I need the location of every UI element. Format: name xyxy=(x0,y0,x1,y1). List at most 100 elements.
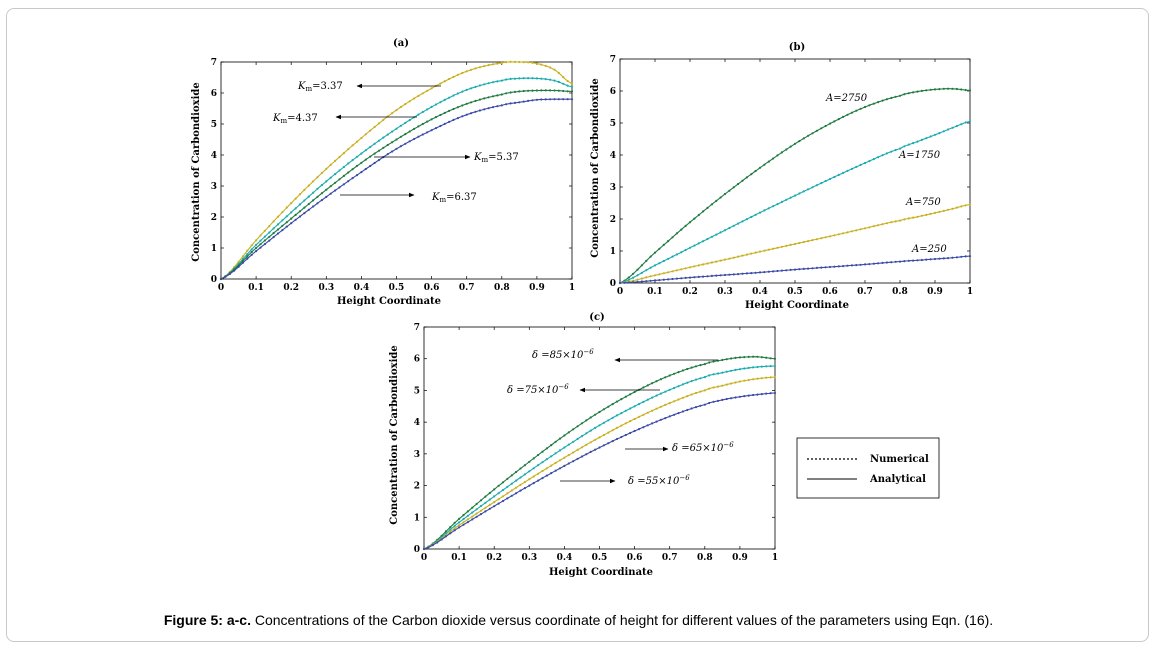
data-point xyxy=(765,392,768,395)
data-point xyxy=(898,260,902,263)
data-point xyxy=(745,253,749,256)
data-point xyxy=(303,188,306,191)
data-point xyxy=(907,143,910,146)
data-point xyxy=(837,173,840,176)
data-point xyxy=(747,394,750,397)
data-point xyxy=(408,100,411,103)
data-point xyxy=(632,272,635,275)
data-point xyxy=(338,169,341,172)
data-point xyxy=(558,437,562,440)
data-point xyxy=(567,462,570,465)
data-point xyxy=(285,215,288,218)
data-point xyxy=(964,204,967,207)
data-point xyxy=(237,260,240,263)
data-point xyxy=(598,410,601,414)
data-point xyxy=(386,133,389,136)
data-point xyxy=(741,272,744,275)
data-point xyxy=(793,268,797,271)
data-point xyxy=(677,385,680,388)
data-point xyxy=(734,356,737,359)
x-tick-label: 0.9 xyxy=(927,287,943,297)
series-line-a-0 xyxy=(220,61,573,280)
data-point xyxy=(951,207,954,210)
data-point xyxy=(360,161,363,164)
data-point xyxy=(716,385,720,388)
data-point xyxy=(734,381,737,384)
data-point xyxy=(662,272,665,275)
data-point xyxy=(537,472,540,475)
series-line-a-1 xyxy=(220,77,573,280)
data-point xyxy=(452,75,455,78)
data-point xyxy=(550,444,553,447)
data-point xyxy=(250,250,253,254)
x-tick-label: 0.7 xyxy=(857,287,873,297)
series-annotation-a-1: Km=4.37 xyxy=(272,113,318,125)
data-point xyxy=(743,356,746,359)
data-point xyxy=(544,78,547,81)
data-point xyxy=(658,247,661,250)
data-point xyxy=(421,122,424,126)
data-point xyxy=(373,161,376,165)
data-point xyxy=(491,63,495,66)
data-point xyxy=(688,276,692,279)
data-point xyxy=(703,389,706,392)
data-point xyxy=(680,251,683,254)
data-point xyxy=(355,155,359,158)
data-point xyxy=(456,73,459,76)
data-point xyxy=(815,129,819,132)
data-point xyxy=(712,360,715,363)
data-point xyxy=(576,457,579,460)
data-point xyxy=(649,266,652,269)
data-point xyxy=(728,257,731,260)
data-point xyxy=(566,98,569,101)
data-point xyxy=(312,199,315,202)
data-point xyxy=(487,64,490,67)
series-annotation-a-2: Km=5.37 xyxy=(473,152,519,164)
data-point xyxy=(281,224,284,227)
data-point xyxy=(798,241,801,245)
data-point xyxy=(675,253,679,256)
data-point xyxy=(955,124,959,128)
data-point xyxy=(756,393,759,396)
data-point xyxy=(885,152,889,155)
data-point xyxy=(474,85,477,88)
data-point xyxy=(290,202,293,205)
data-point xyxy=(637,428,641,431)
data-point xyxy=(307,202,310,206)
data-point xyxy=(694,378,698,381)
data-point xyxy=(881,261,884,264)
data-point xyxy=(920,138,924,141)
data-point xyxy=(741,179,744,182)
data-point xyxy=(758,271,762,274)
data-point xyxy=(532,475,535,478)
data-point xyxy=(474,99,477,102)
data-point xyxy=(725,358,728,361)
data-point xyxy=(710,235,714,238)
data-point xyxy=(497,502,500,505)
data-point xyxy=(773,391,777,395)
data-point xyxy=(811,267,814,270)
data-point xyxy=(563,446,566,449)
x-tick-label: 0.2 xyxy=(682,287,698,297)
data-point xyxy=(798,192,801,195)
data-point xyxy=(404,133,407,136)
data-point xyxy=(276,223,280,226)
data-point xyxy=(439,124,442,128)
data-point xyxy=(912,216,915,219)
data-point xyxy=(475,512,478,515)
data-point xyxy=(907,217,910,220)
data-point xyxy=(276,228,280,231)
data-point xyxy=(642,426,645,429)
data-point xyxy=(881,223,884,226)
data-point xyxy=(697,242,700,245)
data-point xyxy=(649,275,652,278)
data-point xyxy=(677,398,680,401)
data-point xyxy=(439,113,442,117)
data-point xyxy=(528,478,531,481)
series-markers-c-3 xyxy=(422,391,777,551)
data-point xyxy=(448,77,451,81)
data-point xyxy=(767,207,770,210)
data-point xyxy=(241,261,244,264)
data-point xyxy=(452,94,455,97)
data-point xyxy=(439,101,442,104)
